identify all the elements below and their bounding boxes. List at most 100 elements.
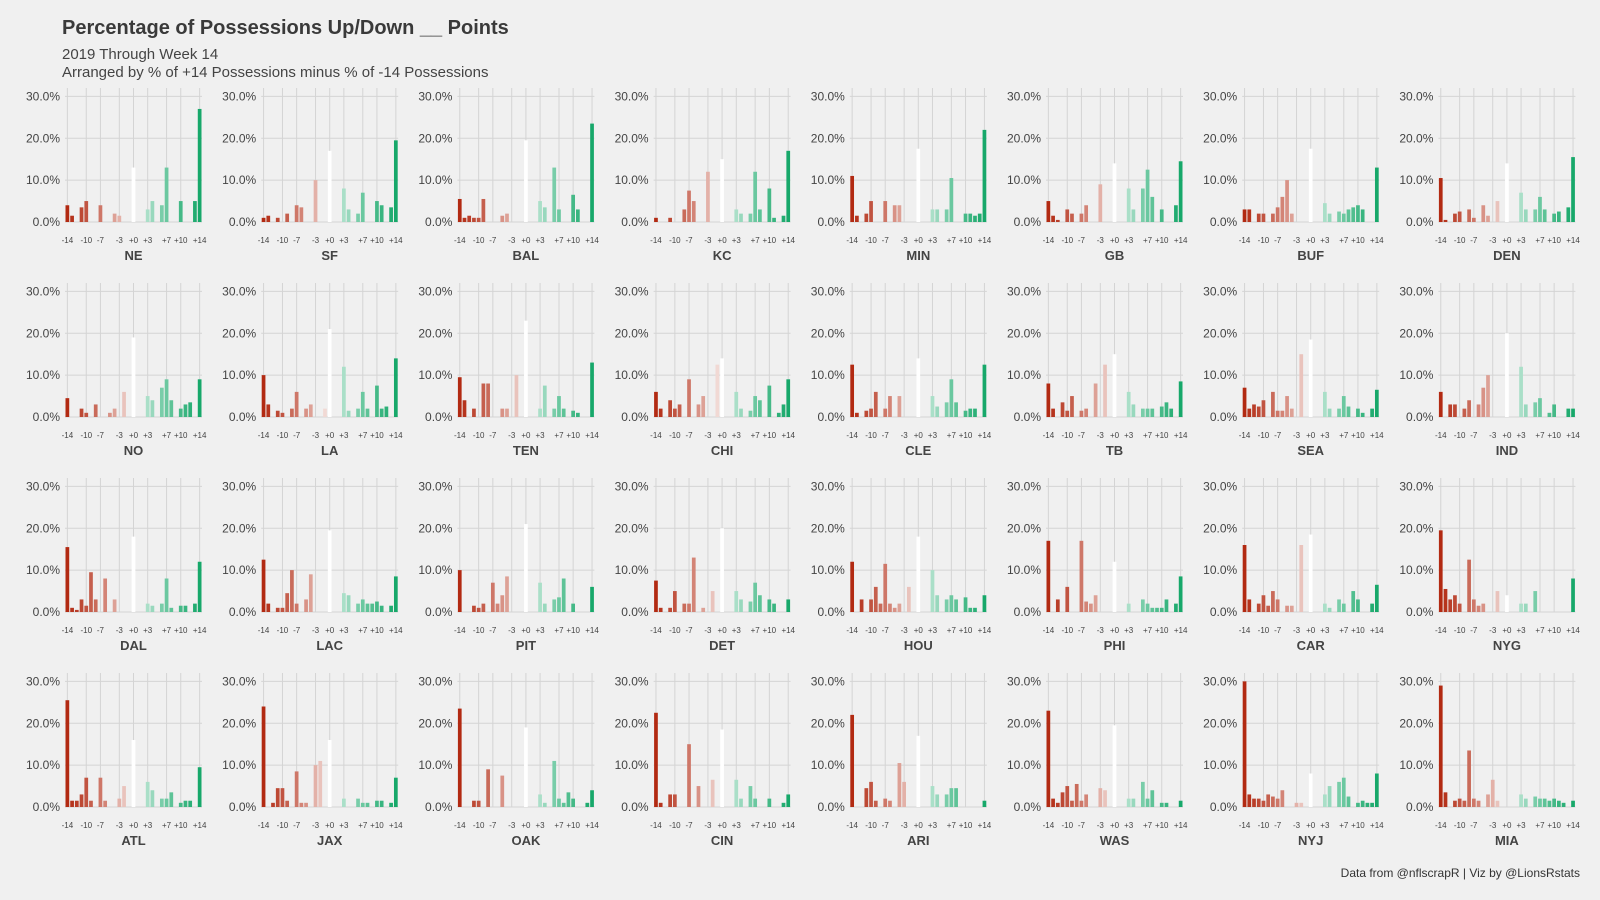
x-tick-label: -14	[1043, 626, 1055, 635]
bar-chi-plus10	[767, 385, 772, 417]
facet-panel-lac: 0.0% 10.0% 20.0% 30.0% -14 -10 -7 -3 +0 +3 +7 +10 +1…	[222, 478, 403, 653]
y-tick-label: 0.0%	[1406, 800, 1434, 814]
bar-tb-minus13	[1051, 408, 1055, 417]
bar-ari-minus10	[869, 781, 873, 807]
x-tick-label: +0	[1306, 626, 1316, 635]
x-tick-label: -14	[258, 431, 270, 440]
bar-tb-minus2	[1103, 364, 1107, 417]
bar-was-minus9	[1070, 800, 1074, 807]
bar-dal-plus8	[169, 607, 174, 612]
bar-gb-minus10	[1065, 209, 1070, 222]
bar-den-plus11	[1557, 211, 1561, 222]
bar-den-plus10	[1552, 213, 1557, 222]
bar-tb-minus14	[1046, 383, 1051, 417]
y-tick-label: 30.0%	[811, 89, 845, 103]
facet-panel-jax: 0.0% 10.0% 20.0% 30.0% -14 -10 -7 -3 +0 +3 +7 +10 +1…	[222, 673, 403, 848]
y-tick-label: 0.0%	[1406, 410, 1434, 424]
bar-nyj-plus14	[1374, 773, 1379, 807]
x-tick-label: -3	[1489, 431, 1497, 440]
bar-was-minus12	[1055, 802, 1060, 807]
bar-buf-0	[1308, 148, 1313, 222]
bar-was-plus10	[1159, 802, 1164, 807]
bar-min-plus6	[944, 209, 949, 222]
y-tick-label: 10.0%	[222, 758, 256, 772]
y-tick-label: 0.0%	[1014, 410, 1042, 424]
bar-la-plus12	[384, 406, 389, 417]
bar-pit-minus7	[490, 582, 495, 612]
bar-ne-plus13	[193, 201, 197, 222]
bar-cin-minus7	[687, 744, 691, 807]
x-tick-label: +3	[339, 626, 349, 635]
bar-car-minus5	[1285, 605, 1289, 612]
bar-oak-plus6	[552, 760, 557, 807]
x-tick-label: -3	[1293, 626, 1301, 635]
bar-sf-minus9	[285, 213, 290, 222]
bar-ind-minus9	[1462, 408, 1467, 417]
y-tick-label: 10.0%	[26, 758, 60, 772]
x-tick-label: -14	[650, 821, 662, 830]
bar-sf-plus7	[360, 192, 365, 222]
x-tick-label: -7	[882, 821, 890, 830]
bar-ari-plus7	[949, 788, 954, 807]
bar-sea-plus11	[1360, 412, 1365, 417]
y-tick-label: 0.0%	[425, 605, 453, 619]
y-tick-label: 0.0%	[1210, 410, 1238, 424]
bar-ten-minus5	[500, 408, 505, 417]
bar-cin-minus14	[654, 712, 658, 807]
bar-gb-minus14	[1046, 201, 1051, 222]
bar-phi-minus5	[1089, 603, 1093, 612]
bar-lac-plus3	[342, 593, 346, 612]
bar-pit-plus7	[557, 597, 561, 612]
y-tick-label: 0.0%	[1406, 605, 1434, 619]
x-tick-label: +0	[129, 236, 139, 245]
x-tick-label: -10	[1258, 431, 1270, 440]
bar-nyg-minus5	[1481, 603, 1486, 612]
facet-panel-ari: 0.0% 10.0% 20.0% 30.0% -14 -10 -7 -3 +0 +3 +7 +10 +1…	[811, 673, 992, 848]
bar-min-minus13	[855, 215, 859, 222]
x-tick-label: +10	[174, 626, 188, 635]
x-tick-label: +3	[732, 626, 742, 635]
x-tick-label: +14	[978, 431, 992, 440]
bar-det-plus4	[739, 599, 743, 612]
x-tick-label: -14	[846, 431, 858, 440]
y-tick-label: 10.0%	[1007, 173, 1041, 187]
x-tick-label: -7	[1274, 821, 1282, 830]
bar-sea-plus6	[1337, 408, 1341, 417]
team-label: LAC	[316, 638, 343, 653]
facet-panel-no: 0.0% 10.0% 20.0% 30.0% -14 -10 -7 -3 +0 +3 +7 +10 +1…	[26, 283, 207, 458]
bar-chi-minus13	[658, 408, 663, 417]
x-tick-label: +3	[1320, 626, 1330, 635]
x-tick-label: +14	[1370, 431, 1384, 440]
x-tick-label: +3	[732, 236, 742, 245]
facet-panel-ind: 0.0% 10.0% 20.0% 30.0% -14 -10 -7 -3 +0 +3 +7 +10 +1…	[1399, 283, 1580, 458]
bar-la-plus8	[365, 408, 370, 417]
x-tick-label: -10	[669, 236, 681, 245]
bar-nyj-plus4	[1327, 786, 1332, 807]
bar-pit-plus14	[590, 586, 594, 612]
x-tick-label: -7	[489, 626, 497, 635]
x-tick-label: -14	[454, 431, 466, 440]
bar-kc-plus8	[758, 209, 762, 222]
team-label: JAX	[317, 833, 343, 848]
x-tick-label: -7	[1470, 626, 1478, 635]
team-label: CAR	[1297, 638, 1326, 653]
bar-jax-minus11	[275, 788, 280, 807]
bar-kc-plus13	[781, 215, 786, 222]
bar-lac-plus9	[370, 603, 375, 612]
bar-lac-plus14	[393, 576, 398, 612]
y-tick-label: 0.0%	[425, 410, 453, 424]
bar-hou-minus5	[892, 607, 897, 612]
bar-sea-minus8	[1271, 391, 1275, 417]
bar-sf-plus14	[393, 140, 398, 222]
y-tick-label: 0.0%	[817, 410, 845, 424]
bar-la-minus13	[266, 404, 271, 417]
x-tick-label: +0	[1502, 821, 1512, 830]
bar-lac-plus13	[389, 605, 393, 612]
bar-mia-plus7	[1538, 798, 1542, 807]
bar-hou-plus3	[930, 570, 935, 612]
x-tick-label: -10	[473, 236, 485, 245]
bar-jax-plus3	[342, 798, 346, 807]
bar-gb-minus6	[1084, 205, 1089, 222]
bar-pit-plus8	[561, 578, 566, 612]
